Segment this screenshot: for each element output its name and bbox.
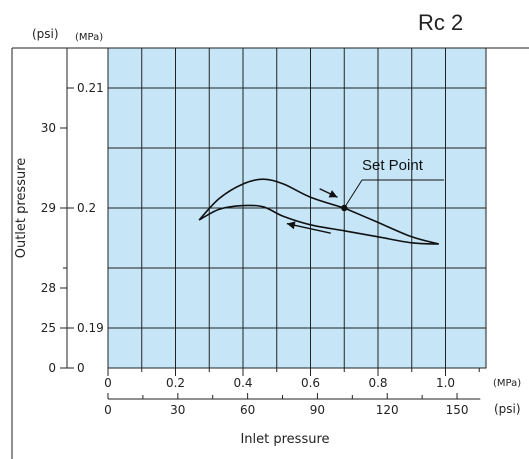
x-secondary-unit: (psi) — [494, 402, 521, 416]
x-primary-tick-label: 0 — [104, 376, 112, 390]
set-point-label: Set Point — [362, 157, 424, 174]
chart-title: Rc 2 — [418, 10, 463, 35]
y-secondary-tick-label: 30 — [41, 121, 56, 135]
y-secondary-tick-label: 29 — [41, 201, 56, 215]
x-primary-tick-label: 0.6 — [301, 376, 320, 390]
x-secondary-tick-label: 60 — [240, 403, 255, 417]
x-primary-tick-label: 1.0 — [436, 376, 455, 390]
y-secondary-tick-label: 28 — [41, 281, 56, 295]
x-axis-title: Inlet pressure — [240, 432, 329, 447]
y-primary-unit: (MPa) — [75, 32, 103, 43]
y-primary-tick-label: 0.21 — [77, 81, 104, 95]
y-secondary-unit: (psi) — [32, 27, 59, 41]
x-primary-tick-label: 0.2 — [166, 376, 185, 390]
y-primary-tick-label: 0.2 — [77, 201, 96, 215]
y-primary-tick-label: 0 — [77, 361, 85, 375]
x-primary-tick-label: 0.8 — [368, 376, 387, 390]
y-secondary-tick-label: 0 — [48, 361, 56, 375]
x-primary-unit: (MPa) — [493, 378, 521, 389]
x-secondary-tick-label: 90 — [310, 403, 325, 417]
y-primary-tick-label: 0.19 — [77, 321, 104, 335]
x-secondary-tick-label: 0 — [104, 403, 112, 417]
x-secondary-tick-label: 30 — [170, 403, 185, 417]
y-axis-title: Outlet pressure — [14, 158, 29, 259]
x-secondary-tick-label: 150 — [446, 403, 469, 417]
x-secondary-tick-label: 120 — [376, 403, 399, 417]
x-primary-tick-label: 0.4 — [233, 376, 252, 390]
y-secondary-tick-label: 25 — [41, 321, 56, 335]
